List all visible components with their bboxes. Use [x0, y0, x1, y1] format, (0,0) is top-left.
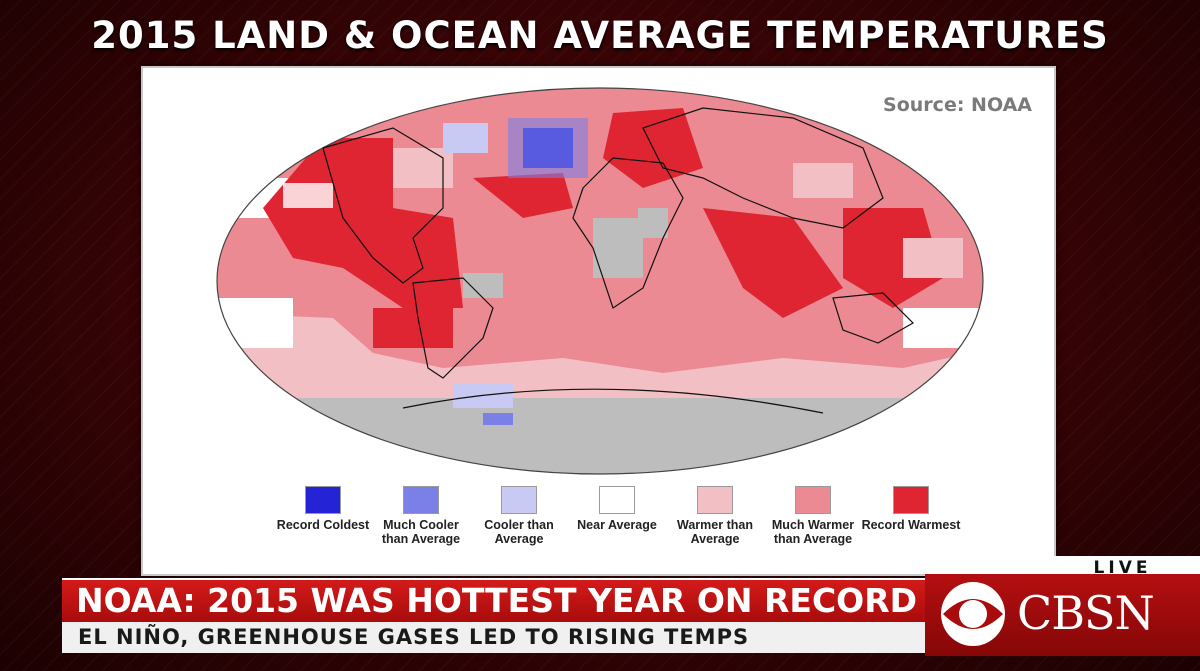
legend-label: Near Average [577, 518, 657, 532]
legend-swatch [893, 486, 929, 514]
legend-label: Much Warmer than Average [771, 518, 855, 546]
continent-outlines [322, 107, 914, 414]
legend-label: Warmer than Average [677, 518, 753, 546]
logo-text: CBSN [1017, 586, 1155, 640]
legend-swatch [599, 486, 635, 514]
legend-item: Near Average [567, 486, 667, 532]
headline-text: NOAA: 2015 WAS HOTTEST YEAR ON RECORD [76, 581, 918, 620]
legend-swatch [305, 486, 341, 514]
legend-label: Much Cooler than Average [381, 518, 461, 546]
legend-item: Warmer than Average [665, 486, 765, 546]
subheadline-text: EL NIÑO, GREENHOUSE GASES LED TO RISING … [78, 625, 750, 649]
legend-label: Record Warmest [861, 518, 961, 532]
legend-item: Record Coldest [273, 486, 373, 532]
source-label: Source: NOAA [883, 94, 1032, 116]
page-title: 2015 LAND & OCEAN AVERAGE TEMPERATURES [91, 14, 1109, 57]
legend-item: Record Warmest [861, 486, 961, 532]
cbs-eye-icon [941, 582, 1005, 646]
network-logo: CBSN [925, 574, 1200, 656]
legend-item: Much Cooler than Average [371, 486, 471, 546]
legend-label: Record Coldest [276, 518, 370, 532]
legend-swatch [501, 486, 537, 514]
legend-label: Cooler than Average [484, 518, 554, 546]
legend-swatch [697, 486, 733, 514]
legend-item: Cooler than Average [469, 486, 569, 546]
map-panel: Source: NOAA Record Coldest Much Cooler … [141, 66, 1056, 576]
legend-swatch [795, 486, 831, 514]
map-legend: Record Coldest Much Cooler than Average … [273, 486, 960, 572]
legend-item: Much Warmer than Average [763, 486, 863, 546]
legend-swatch [403, 486, 439, 514]
map-anomaly-regions [217, 88, 983, 474]
world-temperature-map [216, 87, 984, 475]
